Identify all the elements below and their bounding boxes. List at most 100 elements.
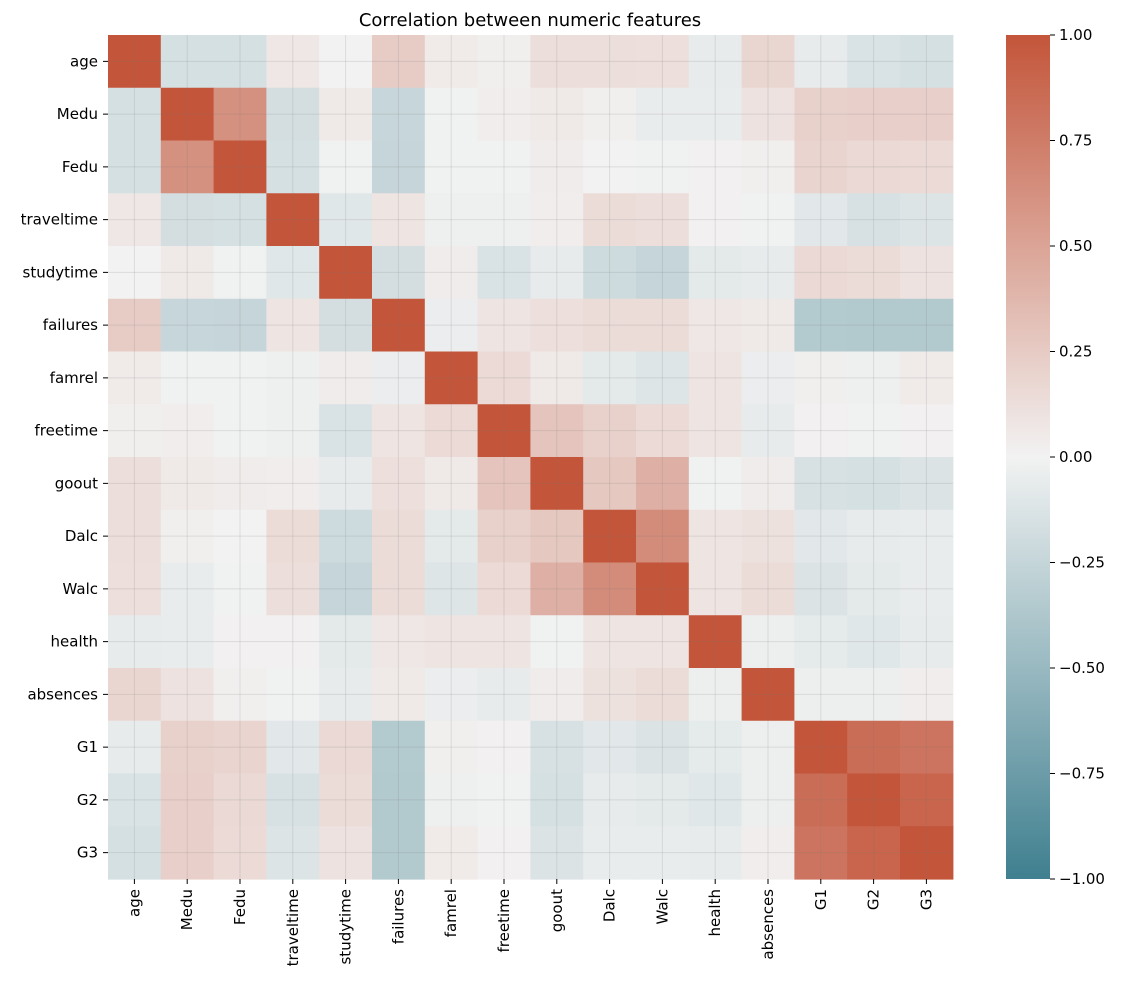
- heatmap-cell-G2-G1: [794, 773, 848, 827]
- y-tick-label-studytime: studytime: [23, 263, 99, 281]
- x-tick-label-famrel: famrel: [442, 889, 460, 937]
- heatmap-cell-freetime-freetime: [477, 404, 531, 458]
- heatmap-cell-health-Walc: [636, 615, 690, 669]
- heatmap-cell-traveltime-Medu: [160, 193, 215, 247]
- heatmap-cell-G2-freetime: [477, 773, 531, 827]
- heatmap-cell-absences-age: [108, 668, 162, 722]
- heatmap-cell-famrel-goout: [530, 351, 584, 405]
- heatmap-cell-G2-G2: [847, 773, 901, 827]
- heatmap-cell-failures-Walc: [636, 298, 690, 353]
- heatmap-cell-G1-failures: [372, 720, 426, 775]
- heatmap-cell-absences-studytime: [319, 668, 373, 722]
- heatmap-cell-Fedu-Walc: [636, 140, 690, 194]
- heatmap-cell-absences-G3: [900, 668, 954, 722]
- heatmap-cell-absences-Dalc: [583, 668, 637, 722]
- heatmap-cell-Walc-Medu: [160, 562, 215, 616]
- heatmap-cell-Fedu-Medu: [160, 140, 215, 194]
- heatmap-cell-G3-famrel: [424, 826, 479, 880]
- x-tick-label-G1: G1: [812, 889, 830, 910]
- heatmap-cell-G1-freetime: [477, 720, 531, 775]
- x-tick-label-traveltime: traveltime: [284, 889, 302, 966]
- chart-title: Correlation between numeric features: [359, 10, 701, 31]
- heatmap-cell-failures-Medu: [160, 298, 215, 353]
- heatmap-cell-Medu-Walc: [636, 87, 690, 142]
- heatmap-cell-Medu-health: [688, 87, 743, 142]
- heatmap-cell-studytime-Medu: [160, 246, 215, 300]
- heatmap-cell-G3-freetime: [477, 826, 531, 880]
- heatmap-cell-studytime-age: [108, 246, 162, 300]
- heatmap-cell-age-G1: [794, 35, 848, 89]
- colorbar-tick-label: −0.50: [1059, 659, 1105, 677]
- y-tick-label-goout: goout: [55, 474, 98, 492]
- heatmap-cell-Dalc-Walc: [636, 509, 690, 564]
- heatmap-cell-Fedu-studytime: [319, 140, 373, 194]
- y-tick-label-health: health: [51, 633, 98, 651]
- heatmap-cell-famrel-health: [688, 351, 743, 405]
- heatmap-cell-G3-health: [688, 826, 743, 880]
- heatmap-gridlines: [108, 35, 953, 879]
- heatmap-cell-Fedu-Fedu: [213, 140, 267, 194]
- heatmap-cell-traveltime-Dalc: [583, 193, 637, 247]
- heatmap-cell-goout-G1: [794, 457, 848, 511]
- heatmap-cell-goout-goout: [530, 457, 584, 511]
- heatmap-cell-G3-traveltime: [266, 826, 320, 880]
- y-tick-label-failures: failures: [43, 316, 98, 334]
- heatmap-cell-Dalc-freetime: [477, 509, 531, 564]
- heatmap-cell-absences-G2: [847, 668, 901, 722]
- heatmap-cell-G1-G3: [900, 720, 954, 775]
- heatmap-cell-goout-G3: [900, 457, 954, 511]
- heatmap-cell-G1-Medu: [160, 720, 215, 775]
- heatmap-cell-Walc-traveltime: [266, 562, 320, 616]
- heatmap-cell-Fedu-failures: [372, 140, 426, 194]
- heatmap-cell-G3-Dalc: [583, 826, 637, 880]
- y-tick-label-Walc: Walc: [63, 580, 98, 598]
- heatmap-cell-Walc-health: [688, 562, 743, 616]
- heatmap-cell-famrel-studytime: [319, 351, 373, 405]
- heatmap-cell-failures-Dalc: [583, 298, 637, 353]
- heatmap-cell-health-Dalc: [583, 615, 637, 669]
- heatmap-cell-Medu-Fedu: [213, 87, 267, 142]
- heatmap-cell-famrel-famrel: [424, 351, 479, 405]
- heatmap-cell-goout-freetime: [477, 457, 531, 511]
- heatmap-cell-Walc-Dalc: [583, 562, 637, 616]
- heatmap-cell-age-absences: [741, 35, 795, 89]
- heatmap-cell-freetime-Walc: [636, 404, 690, 458]
- heatmap-cell-studytime-G3: [900, 246, 954, 300]
- heatmap-cell-G3-Medu: [160, 826, 215, 880]
- heatmap-cell-absences-Medu: [160, 668, 215, 722]
- heatmap-cell-health-famrel: [424, 615, 479, 669]
- heatmap-cell-traveltime-G1: [794, 193, 848, 247]
- heatmap-cell-traveltime-studytime: [319, 193, 373, 247]
- heatmap-cell-age-health: [688, 35, 743, 89]
- heatmap-cell-G3-G2: [847, 826, 901, 880]
- x-tick-label-G2: G2: [865, 889, 883, 910]
- heatmap-cell-goout-failures: [372, 457, 426, 511]
- heatmap-cell-absences-traveltime: [266, 668, 320, 722]
- heatmap-cell-traveltime-traveltime: [266, 193, 320, 247]
- heatmap-cell-freetime-health: [688, 404, 743, 458]
- heatmap-cell-Dalc-Medu: [160, 509, 215, 564]
- heatmap-cell-goout-Walc: [636, 457, 690, 511]
- heatmap-cell-freetime-goout: [530, 404, 584, 458]
- heatmap-cell-Dalc-traveltime: [266, 509, 320, 564]
- heatmap-cell-freetime-age: [108, 404, 162, 458]
- heatmap-cell-Walc-absences: [741, 562, 795, 616]
- heatmap-cell-freetime-G2: [847, 404, 901, 458]
- heatmap-cell-studytime-health: [688, 246, 743, 300]
- heatmap-cell-Fedu-Dalc: [583, 140, 637, 194]
- heatmap-cell-absences-absences: [741, 668, 795, 722]
- heatmap-cell-goout-traveltime: [266, 457, 320, 511]
- heatmap-cell-Fedu-absences: [741, 140, 795, 194]
- heatmap-cell-Dalc-failures: [372, 509, 426, 564]
- x-tick-label-Dalc: Dalc: [601, 889, 619, 922]
- heatmap-cell-Walc-freetime: [477, 562, 531, 616]
- x-tick-labels: age Medu Fedu traveltime studytime failures fa…: [125, 879, 935, 966]
- heatmap-cell-G1-famrel: [424, 720, 479, 775]
- heatmap-cell-studytime-failures: [372, 246, 426, 300]
- colorbar-tick-label: −1.00: [1059, 870, 1105, 888]
- heatmap-cell-G3-Walc: [636, 826, 690, 880]
- heatmap-cell-health-traveltime: [266, 615, 320, 669]
- heatmap-cell-goout-studytime: [319, 457, 373, 511]
- heatmap-cell-studytime-traveltime: [266, 246, 320, 300]
- heatmap-cell-Dalc-absences: [741, 509, 795, 564]
